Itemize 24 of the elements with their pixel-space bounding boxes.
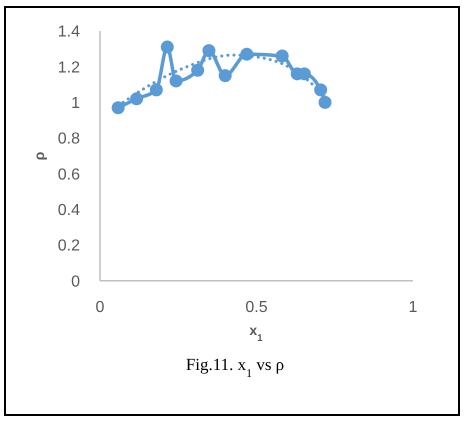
y-tick-label: 1.4 <box>58 24 80 41</box>
x-axis-title: x$_{1}$ <box>249 322 264 344</box>
x-tick-label: 0.5 <box>245 299 268 316</box>
x-tick-label: 0 <box>96 299 105 316</box>
y-tick-label: 1 <box>71 94 80 112</box>
point <box>130 92 144 106</box>
point <box>218 69 232 82</box>
y-tick-label: 0.4 <box>58 202 80 220</box>
y-tick-label: 0.8 <box>58 130 80 148</box>
point <box>191 64 204 77</box>
point <box>318 96 332 109</box>
y-axis-title: ρ <box>31 151 47 160</box>
y-tick-label: 0.2 <box>58 238 80 255</box>
point <box>112 101 125 114</box>
point <box>276 49 289 62</box>
caption: Fig.11. x$_{1}$ vs ρ <box>186 355 284 380</box>
point <box>160 40 174 54</box>
point <box>150 83 163 96</box>
x-tick-label: 1 <box>408 299 418 316</box>
y-tick-label: 0.6 <box>58 166 80 184</box>
y-tick-label: 0 <box>71 273 80 290</box>
point <box>170 74 183 88</box>
y-tick-label: 1.2 <box>58 59 80 76</box>
point <box>202 44 216 58</box>
